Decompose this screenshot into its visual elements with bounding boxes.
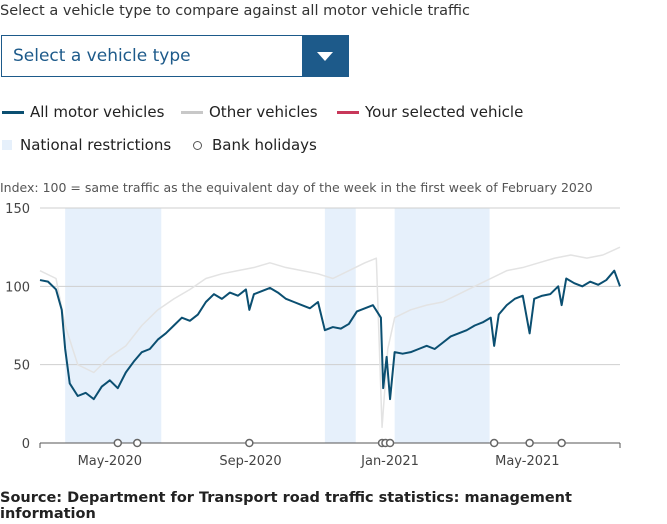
bank-holiday-marker [132, 438, 142, 448]
traffic-chart: 0 50 100 150 May-2020 Sep-2020 Jan-2021 May-202… [5, 202, 621, 469]
source-note: Source: Department for Transport road tr… [0, 490, 572, 522]
x-tick-label: Jan-2021 [360, 454, 419, 469]
shaded-box-icon [2, 140, 12, 150]
vehicle-type-select[interactable]: Select a vehicle type [1, 35, 349, 77]
bank-holiday-marker [385, 438, 395, 448]
legend-other-vehicles: Other vehicles [181, 103, 318, 121]
legend-label: Your selected vehicle [365, 103, 524, 121]
legend-national-restrictions: National restrictions [2, 136, 171, 154]
select-prompt: Select a vehicle type to compare against… [0, 3, 470, 19]
line-swatch-icon [337, 110, 359, 114]
bank-holiday-marker [525, 438, 534, 448]
select-value: Select a vehicle type [13, 46, 191, 66]
circle-icon [193, 140, 202, 150]
legend-label: Bank holidays [212, 136, 317, 154]
x-tick-label: May-2020 [78, 454, 142, 469]
bank-holiday-marker [557, 438, 566, 448]
series-line-other-vehicles [39, 246, 621, 429]
legend-all-motor-vehicles: All motor vehicles [2, 103, 164, 121]
legend-label: National restrictions [20, 136, 172, 154]
x-tick-label: May-2021 [495, 454, 559, 469]
line-swatch-icon [181, 110, 203, 114]
line-swatch-icon [2, 110, 24, 114]
restriction-band [65, 208, 162, 443]
legend-selected-vehicle: Your selected vehicle [337, 103, 523, 121]
bank-holiday-marker [245, 438, 254, 448]
y-tick-label: 100 [5, 280, 30, 295]
chevron-down-icon[interactable] [302, 36, 348, 76]
y-tick-label: 150 [5, 202, 30, 217]
index-note: Index: 100 = same traffic as the equival… [0, 180, 593, 195]
restriction-band [324, 208, 356, 443]
y-tick-label: 0 [22, 437, 30, 452]
legend-bank-holidays: Bank holidays [193, 136, 317, 154]
bank-holiday-marker [113, 438, 123, 448]
legend-label: All motor vehicles [30, 103, 165, 121]
y-tick-label: 50 [13, 359, 30, 374]
series-line-all-motor-vehicles [39, 269, 621, 401]
bank-holiday-marker [489, 438, 499, 448]
x-tick-label: Sep-2020 [219, 454, 281, 469]
legend-label: Other vehicles [209, 103, 318, 121]
